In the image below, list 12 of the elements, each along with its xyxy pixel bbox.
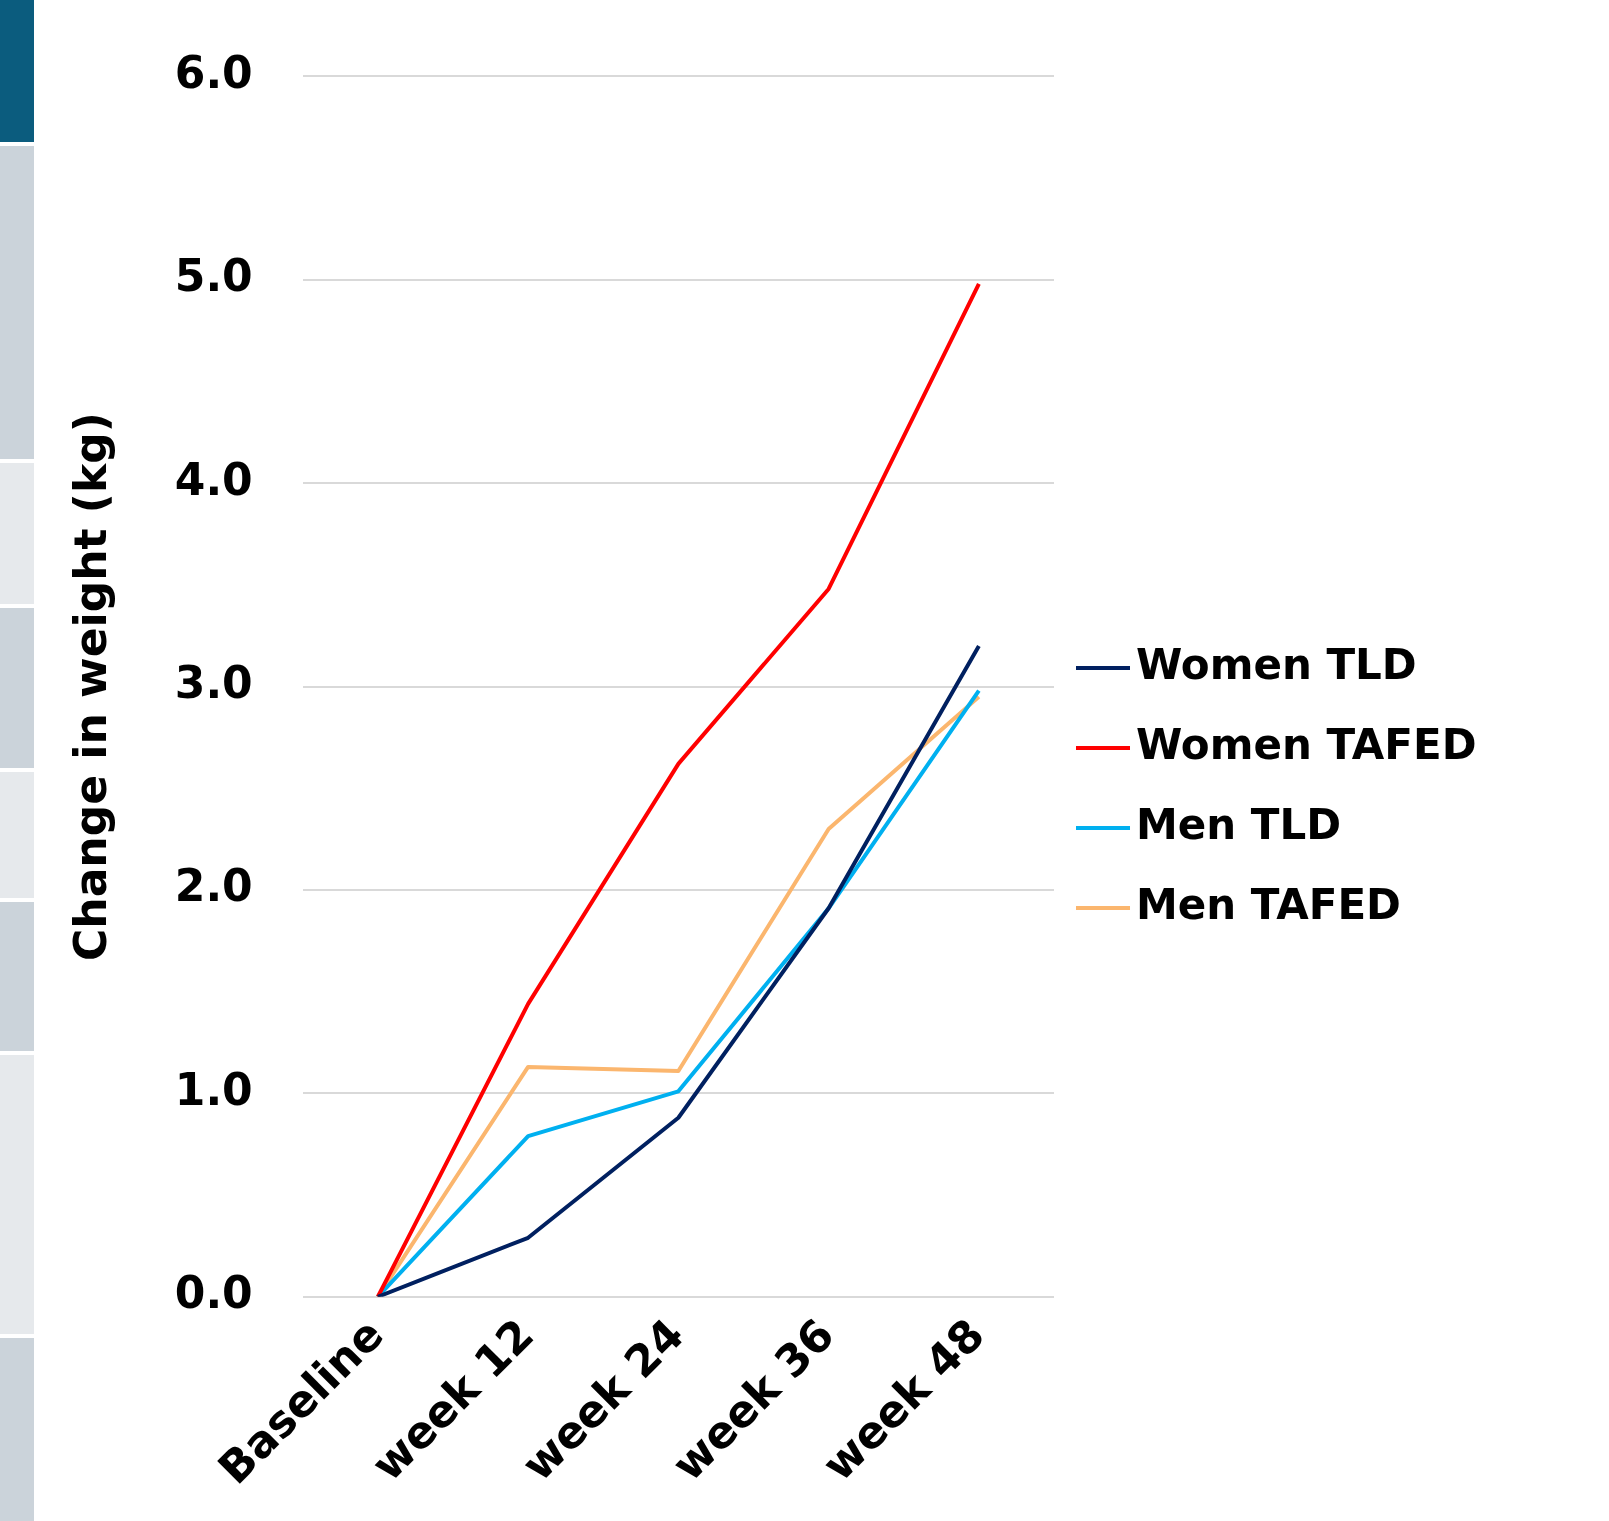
y-tick-label: 3.0 — [174, 657, 253, 709]
y-tick-label: 1.0 — [174, 1063, 253, 1115]
legend-label: Men TAFED — [1136, 880, 1401, 929]
y-tick-label: 4.0 — [174, 453, 253, 505]
y-tick-label: 6.0 — [174, 46, 253, 98]
legend-label: Women TLD — [1136, 640, 1417, 689]
y-tick-label: 2.0 — [174, 860, 253, 912]
y-tick-label: 0.0 — [174, 1267, 253, 1319]
legend-label: Women TAFED — [1136, 720, 1477, 769]
legend-label: Men TLD — [1136, 800, 1342, 849]
y-tick-label: 5.0 — [174, 250, 253, 302]
y-axis-title: Change in weight (kg) — [64, 412, 116, 961]
